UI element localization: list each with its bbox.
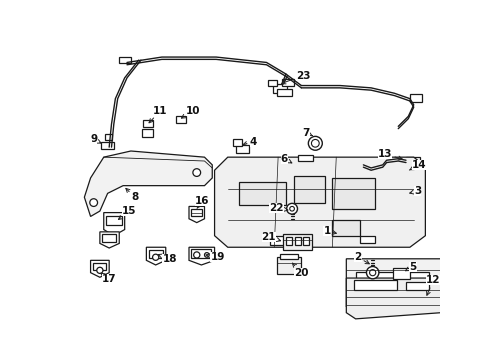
Bar — [236, 145, 248, 153]
Bar — [293, 176, 324, 203]
Bar — [359, 293, 382, 300]
Bar — [267, 80, 277, 86]
Polygon shape — [84, 151, 212, 216]
Bar — [405, 157, 419, 164]
Bar — [282, 78, 293, 86]
Bar — [176, 116, 185, 123]
Bar — [302, 237, 308, 245]
Text: 1: 1 — [323, 226, 336, 236]
Circle shape — [90, 199, 97, 206]
Text: 7: 7 — [302, 127, 312, 138]
Text: 19: 19 — [205, 252, 224, 262]
Circle shape — [289, 206, 294, 211]
Circle shape — [369, 270, 375, 276]
Bar — [106, 216, 122, 225]
Bar — [270, 236, 289, 245]
Text: 13: 13 — [377, 149, 402, 160]
Text: 6: 6 — [280, 154, 291, 164]
Bar — [392, 268, 409, 279]
Polygon shape — [214, 157, 425, 247]
Polygon shape — [146, 247, 165, 265]
Bar — [272, 84, 286, 93]
Text: 16: 16 — [195, 196, 209, 208]
Text: 5: 5 — [405, 261, 416, 271]
Text: 8: 8 — [125, 188, 138, 202]
Text: 15: 15 — [118, 206, 136, 220]
Circle shape — [152, 254, 159, 260]
Polygon shape — [103, 213, 124, 236]
Circle shape — [297, 164, 305, 172]
Text: 20: 20 — [292, 263, 308, 278]
Text: 12: 12 — [425, 275, 440, 295]
Polygon shape — [90, 260, 109, 277]
Bar — [282, 234, 311, 249]
Bar — [142, 130, 152, 137]
Circle shape — [311, 139, 319, 147]
Bar — [104, 134, 112, 140]
Text: 23: 23 — [281, 71, 309, 84]
Bar — [148, 249, 163, 258]
Bar — [191, 209, 202, 216]
Bar — [298, 157, 308, 163]
Text: 17: 17 — [101, 273, 116, 284]
Bar — [102, 234, 116, 242]
Text: 22: 22 — [269, 203, 287, 213]
Bar — [143, 120, 152, 127]
Text: 14: 14 — [408, 160, 426, 170]
Bar — [191, 249, 211, 258]
Bar — [405, 282, 428, 289]
Bar — [119, 57, 131, 63]
Polygon shape — [100, 232, 119, 248]
Text: 11: 11 — [149, 106, 167, 123]
Bar — [353, 280, 396, 289]
Polygon shape — [189, 206, 204, 222]
Bar — [276, 89, 291, 96]
Circle shape — [193, 252, 200, 258]
Bar — [93, 263, 106, 270]
Text: 9: 9 — [90, 134, 101, 144]
Text: 21: 21 — [261, 232, 280, 242]
Bar — [297, 155, 312, 161]
Bar — [285, 237, 291, 245]
Bar — [239, 182, 285, 205]
Bar — [290, 161, 307, 170]
Bar — [332, 178, 374, 209]
Text: 3: 3 — [409, 186, 420, 196]
Circle shape — [286, 203, 297, 214]
Circle shape — [405, 166, 411, 172]
Text: 4: 4 — [243, 137, 257, 147]
Bar — [279, 254, 298, 259]
Bar — [401, 272, 428, 286]
Circle shape — [97, 267, 103, 274]
Bar — [409, 94, 421, 102]
Polygon shape — [189, 247, 214, 265]
Circle shape — [204, 253, 209, 257]
Text: 18: 18 — [158, 254, 177, 264]
Circle shape — [308, 136, 322, 150]
Circle shape — [402, 163, 414, 176]
Bar — [233, 139, 242, 145]
Text: 10: 10 — [181, 106, 200, 118]
Bar — [276, 257, 301, 274]
Bar — [359, 236, 374, 243]
Polygon shape — [346, 259, 440, 311]
Bar — [295, 237, 301, 245]
Bar — [101, 142, 114, 149]
Circle shape — [402, 190, 408, 197]
Circle shape — [398, 186, 412, 200]
Bar — [332, 220, 359, 236]
Polygon shape — [346, 278, 440, 319]
Text: 2: 2 — [354, 252, 368, 264]
Circle shape — [192, 169, 200, 176]
Bar — [355, 272, 393, 287]
Circle shape — [366, 266, 378, 279]
